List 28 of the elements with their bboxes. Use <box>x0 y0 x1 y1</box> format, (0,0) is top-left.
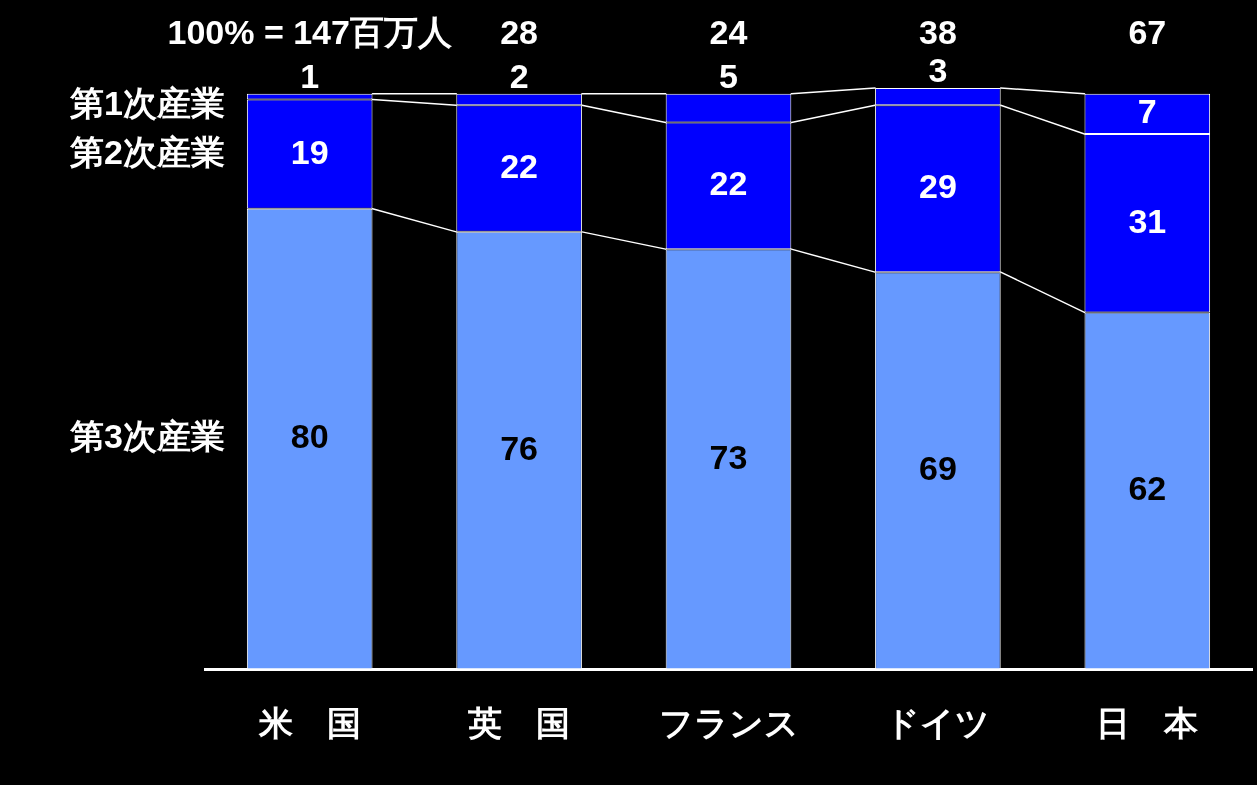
x-tick-label: 米 国 <box>257 703 361 742</box>
text: 100% = 147百万人 <box>167 13 453 51</box>
data-label: 22 <box>709 164 748 203</box>
text: 38 <box>918 13 957 51</box>
data-label: 31 <box>1128 201 1167 240</box>
series-label: 第2次産業 <box>68 132 225 171</box>
data-label: 76 <box>500 428 539 467</box>
data-label: 7 <box>1137 92 1157 131</box>
text: 67 <box>1128 13 1167 51</box>
data-label: 19 <box>290 132 329 171</box>
data-label: 5 <box>719 56 738 95</box>
data-label: 1 <box>300 56 320 95</box>
data-label: 29 <box>918 167 957 206</box>
data-label: 2 <box>509 56 529 95</box>
data-label: 3 <box>928 51 948 89</box>
text: 24 <box>709 13 748 51</box>
data-label: 80 <box>290 417 329 456</box>
x-tick-label: ドイツ <box>885 703 991 742</box>
series-label: 第3次産業 <box>68 417 225 456</box>
x-tick-label: フランス <box>658 703 799 742</box>
data-label: 73 <box>709 437 748 476</box>
data-label: 69 <box>918 449 957 488</box>
series-label: 第1次産業 <box>68 84 225 123</box>
x-tick-label: 日 本 <box>1096 703 1200 742</box>
text: 28 <box>500 13 539 51</box>
x-tick-label: 英 国 <box>467 703 571 742</box>
data-label: 22 <box>500 146 539 185</box>
data-label: 62 <box>1128 469 1167 508</box>
